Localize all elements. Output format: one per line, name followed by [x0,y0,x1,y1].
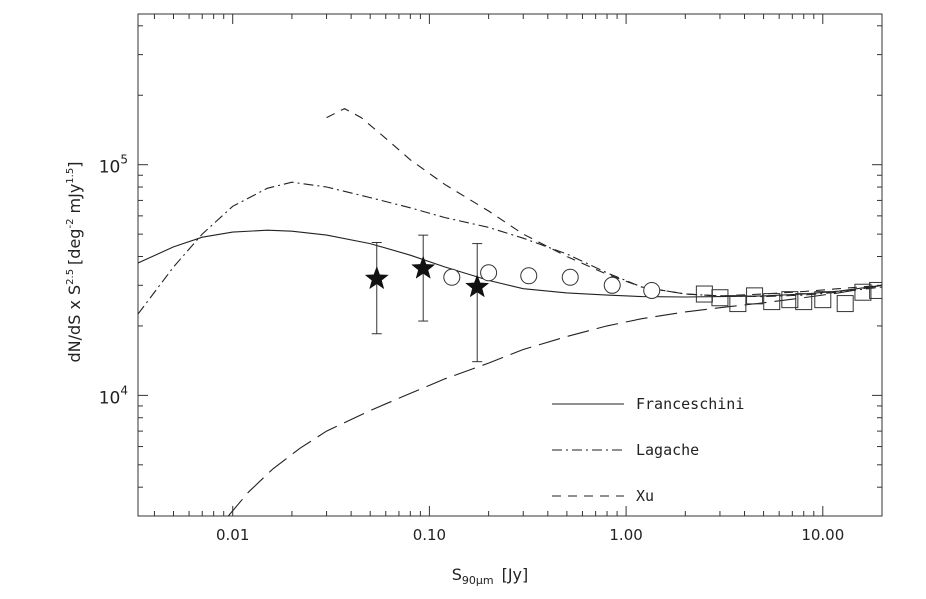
plot-frame [137,13,883,517]
series-franceschini [138,229,882,298]
y-axis-label-sup2: -2 [65,219,76,229]
legend-label-xu: Xu [636,487,654,505]
legend-label-franceschini: Franceschini [636,395,744,413]
square-marker [746,287,764,305]
y-tick-label: 104 [99,383,128,408]
series-xu [326,107,882,297]
x-tick-label: 0.10 [413,526,446,544]
y-axis-label: dN/dS x S2.5 [deg-2 mJy1.5] [65,162,84,363]
y-axis-label-sup3: 1.5 [65,168,76,184]
x-axis-label: S90μm [Jy] [452,565,529,587]
square-marker [854,283,872,301]
x-axis-label-unit: [Jy] [502,565,529,584]
square-marker [763,293,781,311]
legend: Franceschini Lagache Xu [552,395,744,505]
star-marker [364,266,389,290]
square-marker [836,295,854,313]
y-tick-base: 10 [99,158,121,178]
y-axis-label-close: ] [65,162,84,168]
y-tick-base: 10 [99,388,121,408]
curves [138,107,882,516]
circle-marker [520,267,538,285]
y-tick-exp: 4 [120,383,128,397]
square-marker [869,281,882,299]
y-axis-label-unit: mJy [65,184,84,219]
circle-marker [603,276,621,294]
square-marker [814,291,832,309]
square-marker [781,291,799,309]
circle-marker [480,264,498,282]
circle-marker [561,268,579,286]
star-marker [411,255,436,279]
series-unlabeled-3 [227,284,882,516]
markers [364,234,882,363]
y-axis-label-prefix: dN/dS x S [65,285,84,363]
x-axis-label-sub: 90μm [462,574,494,587]
series-lagache [138,181,882,315]
square-marker [729,295,747,313]
square-marker [711,289,729,307]
x-tick-label: 1.00 [609,526,642,544]
x-axis-label-base: S [452,565,462,584]
y-axis-label-bracket: [deg [65,229,84,265]
circle-marker [443,268,461,286]
y-tick-label: 105 [99,153,128,178]
x-tick-label: 0.01 [216,526,249,544]
square-marker [695,285,713,303]
y-axis-label-sup1: 2.5 [65,269,76,285]
circle-marker [643,281,661,299]
square-marker [795,293,813,311]
star-marker [465,274,490,298]
legend-label-lagache: Lagache [636,441,699,459]
x-tick-label: 10.00 [801,526,844,544]
y-tick-exp: 5 [120,153,128,167]
